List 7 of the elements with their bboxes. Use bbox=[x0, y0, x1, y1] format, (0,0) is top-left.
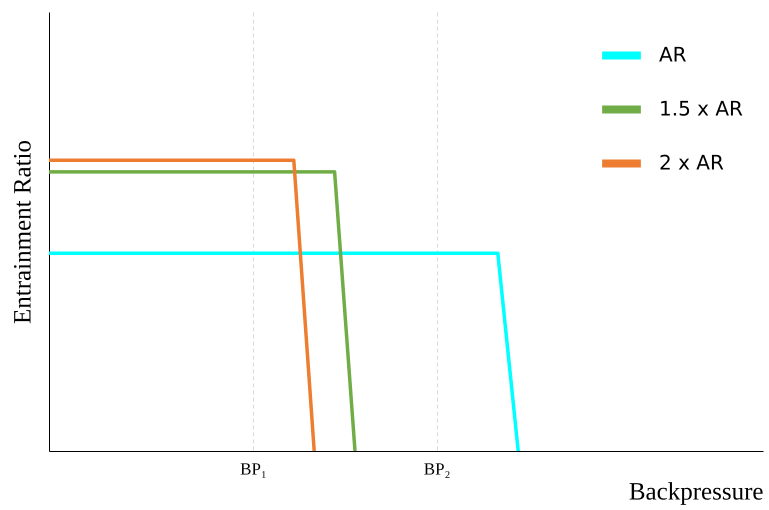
x-tick-label: BP₁ bbox=[240, 460, 267, 478]
x-axis-title: Backpressure bbox=[628, 478, 764, 506]
x-tick-label: BP₂ bbox=[424, 460, 450, 478]
y-axis-title: Entrainment Ratio bbox=[10, 140, 36, 324]
legend-label: 2 x AR bbox=[659, 150, 724, 174]
legend-label: AR bbox=[659, 42, 687, 66]
legend-label: 1.5 x AR bbox=[659, 96, 744, 120]
